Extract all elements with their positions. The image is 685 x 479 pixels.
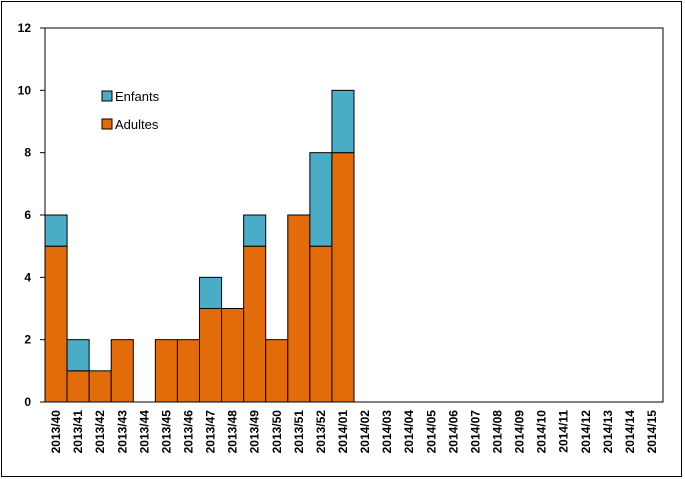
x-tick-label: 2014/10: [535, 410, 549, 454]
y-tick-label: 0: [24, 395, 31, 409]
y-tick-label: 12: [18, 21, 32, 35]
bar-enfants: [243, 214, 267, 247]
x-tick-label: 2014/04: [402, 410, 416, 454]
x-tick-label: 2013/43: [115, 410, 129, 454]
x-tick-label: 2014/11: [557, 410, 571, 453]
legend-swatch-enfants: [101, 90, 113, 102]
y-tick-label: 6: [24, 208, 31, 222]
x-tick-label: 2014/06: [446, 410, 460, 454]
x-tick-label: 2014/12: [579, 410, 593, 454]
bar-adultes: [66, 370, 90, 403]
x-tick-label: 2014/13: [601, 410, 615, 454]
y-tick-label: 10: [18, 83, 32, 97]
legend-label-adultes: Adultes: [115, 117, 159, 132]
x-tick-label: 2014/08: [490, 410, 504, 454]
x-tick-label: 2014/14: [623, 410, 637, 454]
x-tick-label: 2014/01: [336, 410, 350, 454]
bar-adultes: [331, 152, 355, 403]
x-tick-label: 2013/52: [314, 410, 328, 454]
x-tick-label: 2013/42: [93, 410, 107, 454]
x-tick-label: 2013/41: [71, 410, 85, 454]
x-tick-label: 2014/07: [468, 410, 482, 454]
x-tick-label: 2013/46: [181, 410, 195, 454]
x-tick-label: 2013/45: [159, 410, 173, 454]
y-tick-label: 8: [24, 146, 31, 160]
bar-enfants: [44, 214, 68, 247]
bar-adultes: [221, 308, 245, 403]
bar-adultes: [243, 245, 267, 403]
x-tick-label: 2013/51: [292, 410, 306, 454]
bar-adultes: [199, 308, 223, 403]
bar-enfants: [199, 276, 223, 310]
x-tick-label: 2014/09: [513, 410, 527, 454]
x-tick-label: 2013/44: [137, 410, 151, 454]
x-tick-label: 2013/50: [270, 410, 284, 454]
x-tick-label: 2013/40: [49, 410, 63, 454]
y-tick-label: 2: [24, 333, 31, 347]
bar-adultes: [44, 245, 68, 403]
bar-adultes: [88, 370, 112, 403]
bar-enfants: [331, 89, 355, 154]
x-tick-label: 2013/47: [204, 410, 218, 454]
bar-adultes: [176, 339, 201, 403]
bar-adultes: [154, 339, 178, 403]
legend-swatch-adultes: [101, 118, 113, 130]
x-tick-label: 2014/05: [424, 410, 438, 454]
x-tick-label: 2013/48: [226, 410, 240, 454]
x-tick-label: 2013/49: [248, 410, 262, 454]
legend-label-enfants: Enfants: [115, 89, 160, 104]
x-tick-label: 2014/15: [645, 410, 659, 454]
bar-enfants: [66, 339, 90, 372]
bar-enfants: [309, 152, 333, 247]
x-tick-label: 2014/02: [358, 410, 372, 454]
bar-adultes: [110, 339, 134, 403]
bar-adultes: [287, 214, 311, 403]
bar-adultes: [309, 245, 333, 403]
y-tick-label: 4: [24, 270, 31, 284]
bar-adultes: [265, 339, 289, 403]
x-tick-label: 2014/03: [380, 410, 394, 454]
